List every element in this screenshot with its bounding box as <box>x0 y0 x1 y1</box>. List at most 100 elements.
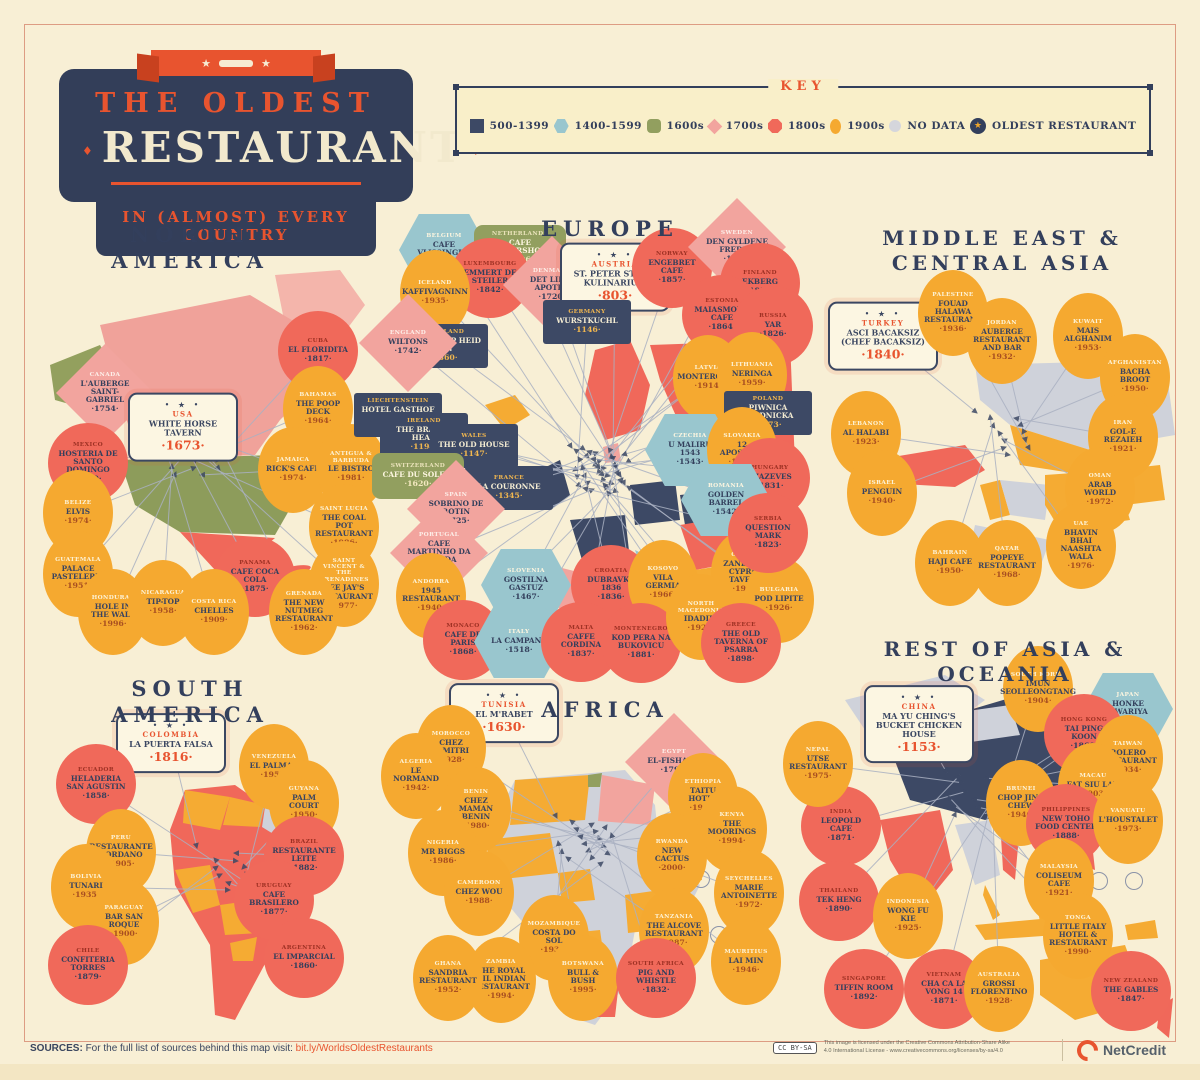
callout-country: GHANA <box>434 961 462 968</box>
callout-country: CROATIA <box>594 568 628 575</box>
callout-country: BAHRAIN <box>932 550 968 557</box>
callout-country: USA <box>172 409 194 419</box>
license-line2: 4.0 International License - www.creative… <box>823 1047 1003 1054</box>
callout-restaurant-name: WONG FU KIE <box>887 905 929 923</box>
callout-china: • ★ • CHINA MA YU CHING'S BUCKET CHICKEN H… <box>864 685 974 763</box>
callout-country: NEW ZEALAND <box>1103 978 1159 985</box>
title-subtitle: IN (ALMOST) EVERY COUNTRY <box>96 199 376 256</box>
region-header-africa: AFRICA <box>541 697 669 722</box>
callout-country: MOZAMBIQUE <box>527 921 581 928</box>
callout-country: ESTONIA <box>705 298 739 305</box>
callout-restaurant-name: PENGUIN <box>861 486 903 496</box>
callout-restaurant-name: THE OLD TAVERNA OF PSARRA <box>714 628 768 654</box>
callout-year: ·1994· <box>487 991 515 1001</box>
callout-country: CHINA <box>901 702 937 712</box>
callout-restaurant-name: HOSTERIA DE SANTO DOMINGO <box>58 448 118 474</box>
callout-country: NETHERLANDS <box>491 231 549 238</box>
callout-restaurant-name: YAR <box>764 319 782 329</box>
callout-uae: UAE BHAVIN BHAI NAASHTA WALA ·1976· <box>1046 503 1116 589</box>
callout-country: SAINT LUCIA <box>319 506 369 513</box>
key-item-label: 1600s <box>666 120 705 132</box>
callout-country: URUGUAY <box>256 883 292 890</box>
callout-country: BOLIVIA <box>70 874 102 881</box>
callout-country: PANAMA <box>239 560 271 567</box>
key-item-label: 1400-1599 <box>574 120 642 132</box>
callout-country: SLOVENIA <box>507 568 545 575</box>
callout-year: ·1988· <box>465 895 493 905</box>
callout-restaurant-name: LITTLE ITALY HOTEL & RESTAURANT <box>1049 921 1107 947</box>
callout-year: ·1868· <box>449 647 477 657</box>
callout-usa: • ★ • USA WHITE HORSE TAVERN ·1673· <box>128 392 238 462</box>
callout-country: GUYANA <box>288 786 320 793</box>
brand-name: NetCredit <box>1102 1042 1166 1058</box>
key-item-label: 1900s <box>847 120 885 132</box>
teal-hexagon-icon <box>553 119 569 133</box>
key-item-label: 1800s <box>787 120 826 132</box>
callout-country: VENEZUELA <box>251 754 297 761</box>
callout-year: ·1936· <box>939 324 967 334</box>
key-item-label: 500-1399 <box>489 120 550 132</box>
callout-year: ·1858· <box>82 791 110 801</box>
callout-restaurant-name: THE OLD HOUSE <box>438 439 510 449</box>
callout-restaurant-name: QUESTION MARK <box>745 522 791 540</box>
callout-country: SWITZERLAND <box>390 463 446 470</box>
callout-country: AUSTRALIA <box>977 972 1021 979</box>
callout-country: NICARAGUA <box>140 590 186 597</box>
title-divider <box>111 182 361 185</box>
callout-grenada: GRENADA THE NEW NUTMEG RESTAURANT ·1962· <box>269 569 339 655</box>
callout-country: POLAND <box>752 396 784 403</box>
callout-country: PERU <box>110 835 132 842</box>
callout-restaurant-name: MA YU CHING'S BUCKET CHICKEN HOUSE <box>875 710 963 739</box>
callout-year: ·1952· <box>434 985 462 995</box>
callout-country: ETHIOPIA <box>684 779 722 786</box>
region-header-europe: EUROPE <box>541 216 679 241</box>
oldest-star-icon: • ★ • <box>152 721 190 731</box>
callout-country: ISRAEL <box>868 480 896 487</box>
key-item: NO DATA <box>889 120 965 132</box>
callout-thailand: THAILAND TEK HENG ·1890· <box>799 861 879 941</box>
callout-country: PARAGUAY <box>104 905 144 912</box>
callout-country: TUNISIA <box>481 700 527 710</box>
callout-country: CAMEROON <box>457 880 501 887</box>
key-item-label: OLDEST RESTAURANT <box>991 120 1137 132</box>
gray-circle-icon <box>889 120 902 132</box>
callout-restaurant-name: PALM COURT <box>289 792 319 810</box>
callout-restaurant-name: ENGEBRET CAFE <box>648 257 696 275</box>
callout-year: ·1892· <box>850 991 878 1001</box>
callout-year: ·1942· <box>402 783 430 793</box>
callout-country: MACAU <box>1079 773 1107 780</box>
callout-restaurant-name: CHEZ WOU <box>455 886 503 896</box>
license-line1: This image is licensed under the Creativ… <box>823 1040 1010 1046</box>
callout-year: ·1974· <box>64 515 92 525</box>
callout-country: KENYA <box>719 812 745 819</box>
callout-year: ·2000· <box>658 863 686 873</box>
callout-country: PHILIPPINES <box>1041 807 1091 814</box>
callout-restaurant-name: BHAVIN BHAI NAASHTA WALA <box>1060 527 1102 562</box>
callout-restaurant-name: L'HOUSTALET <box>1098 814 1158 824</box>
callout-year: ·1972· <box>735 900 763 910</box>
callout-restaurant-name: TEK HENG <box>816 894 862 904</box>
callout-year: ·1860· <box>290 960 318 970</box>
callout-country: BULGARIA <box>759 587 799 594</box>
callout-country: ZAMBIA <box>486 959 516 966</box>
callout-country: TONGA <box>1064 915 1092 922</box>
island-magnifier-icon <box>1125 872 1143 890</box>
fork-knife-icon <box>219 59 253 67</box>
sources-link[interactable]: bit.ly/WorldsOldestRestaurants <box>295 1043 433 1054</box>
corner-dot <box>453 150 459 156</box>
callout-year: ·1951· <box>64 581 92 591</box>
star-badge-icon: ★ <box>969 118 986 134</box>
callout-year: ·1950· <box>936 565 964 575</box>
callout-restaurant-name: TIFFIN ROOM <box>834 982 894 992</box>
callout-restaurant-name: WHITE HORSE TAVERN <box>148 418 218 438</box>
callout-restaurant-name: CHELLES <box>194 605 234 615</box>
callout-country: MAURITIUS <box>724 949 768 956</box>
callout-country: BRAZIL <box>290 839 318 846</box>
callout-year: ·1994· <box>718 836 746 846</box>
callout-year: ·1977· <box>330 600 358 610</box>
callout-year: ·1959· <box>738 377 766 387</box>
callout-country: LEBANON <box>847 421 885 428</box>
callout-year: ·1973· <box>1114 823 1142 833</box>
callout-indonesia: INDONESIA WONG FU KIE ·1925· <box>873 873 943 959</box>
star-icon: ★ <box>201 56 211 70</box>
